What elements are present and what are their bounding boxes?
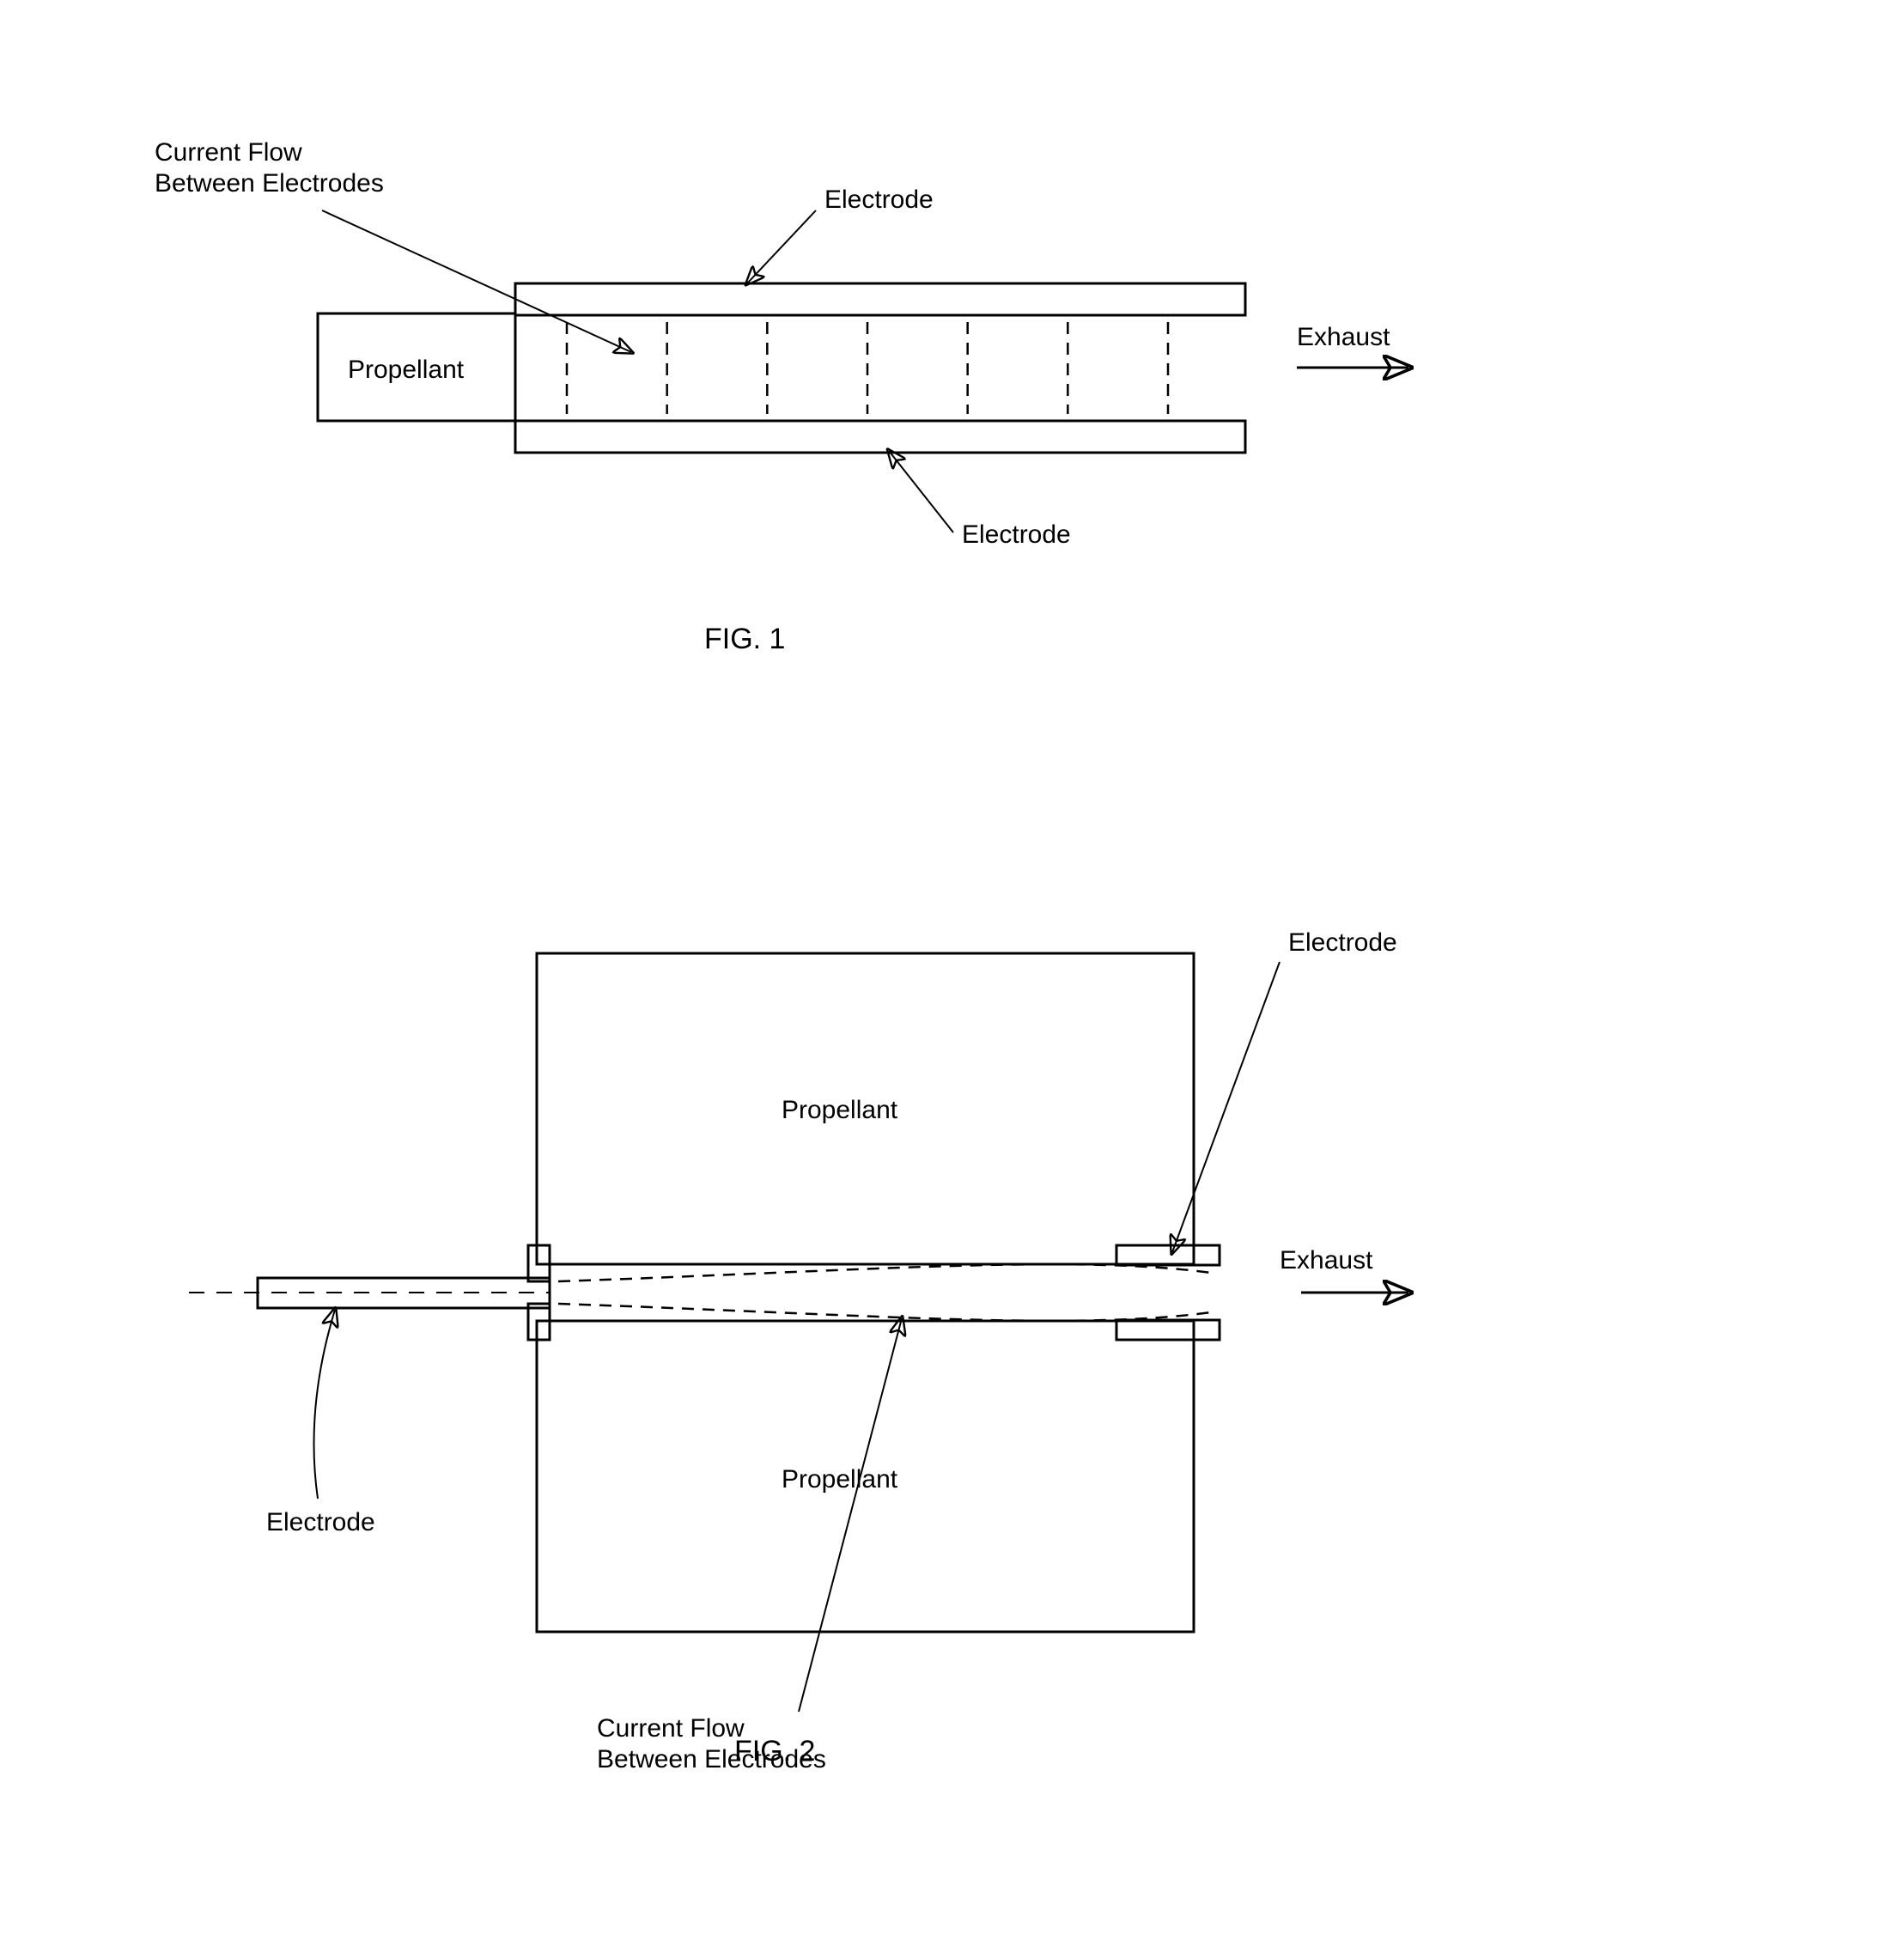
fig1-current-dashes (567, 322, 1168, 414)
fig1-title: FIG. 1 (704, 623, 785, 656)
fig2-electrode-left-leader (314, 1310, 336, 1499)
fig1-electrode-top-label: Electrode (824, 185, 934, 216)
fig2-electrode-left-label: Electrode (266, 1507, 375, 1538)
fig1-bot-elec-leader (889, 451, 953, 532)
fig2-exhaust-label: Exhaust (1280, 1245, 1372, 1276)
fig2-electrode-right-label: Electrode (1288, 928, 1397, 958)
fig1-top-electrode (515, 283, 1245, 315)
fig2-dashed-top (558, 1264, 1211, 1281)
fig1-top-elec-leader (747, 210, 816, 283)
fig2-ring-electrode-bottom (1116, 1320, 1220, 1340)
fig1-electrode-bottom-label: Electrode (962, 520, 1071, 551)
diagram-canvas (0, 0, 1904, 1953)
fig2 (189, 953, 1408, 1712)
fig2-propellant-bottom-label: Propellant (782, 1464, 897, 1495)
fig1-exhaust-label: Exhaust (1297, 322, 1390, 353)
fig2-current-leader (799, 1318, 902, 1712)
fig1-current-leader (322, 210, 631, 352)
fig2-title: FIG. 2 (734, 1735, 815, 1768)
fig1-current-flow-label: Current Flow Between Electrodes (155, 137, 384, 199)
fig1-propellant-label: Propellant (348, 355, 464, 386)
fig2-electrode-right-leader (1172, 962, 1280, 1252)
fig1 (318, 210, 1408, 532)
fig1-bottom-electrode (515, 421, 1245, 453)
fig2-dashed-bottom (558, 1304, 1211, 1321)
fig2-ring-electrode-top (1116, 1245, 1220, 1265)
fig2-propellant-top-label: Propellant (782, 1095, 897, 1126)
